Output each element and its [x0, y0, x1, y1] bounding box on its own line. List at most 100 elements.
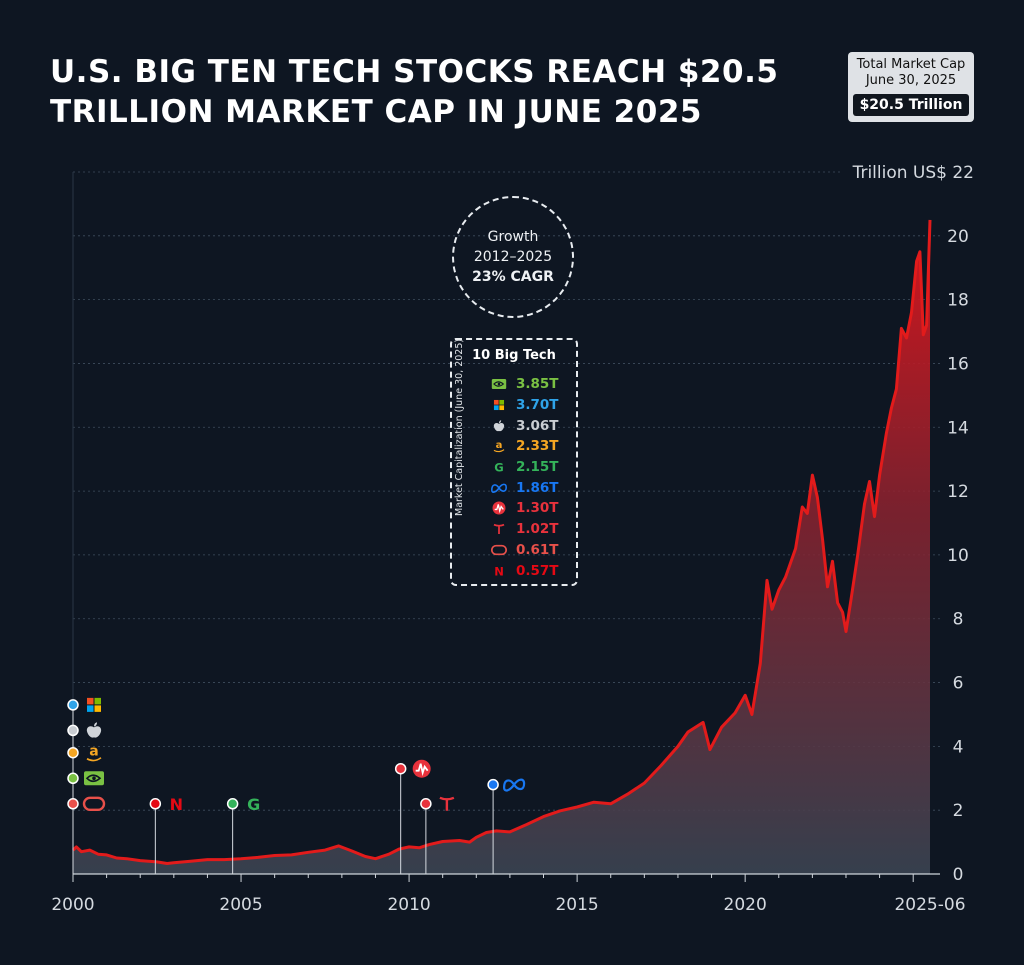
- microsoft-icon: [87, 697, 101, 712]
- legend-item-meta: 1.86T: [488, 477, 559, 498]
- google-icon: G: [494, 460, 503, 474]
- x-tick-label: 2010: [387, 895, 430, 915]
- ipo-marker-dot: [226, 798, 239, 810]
- legend-box: 10 Big Tech Market Capitalization (June …: [450, 338, 578, 586]
- y-tick-label: 10: [947, 546, 969, 566]
- nvidia-icon: [491, 379, 507, 390]
- growth-period: 2012–2025: [473, 249, 553, 265]
- ipo-marker-oracle: [67, 796, 106, 874]
- legend-item-google: G 2.15T: [488, 457, 559, 478]
- legend-value: 0.61T: [516, 541, 559, 558]
- netflix-icon: N: [170, 795, 183, 814]
- legend-value: 3.70T: [516, 397, 559, 414]
- tesla-icon: [488, 521, 510, 537]
- x-tick-label: 2025-06: [894, 895, 965, 915]
- x-tick-label: 2005: [219, 895, 262, 915]
- y-tick-label: 12: [947, 482, 969, 502]
- meta-icon: [502, 778, 526, 792]
- oracle-icon: [488, 542, 510, 558]
- title-line-1: U.S. BIG TEN TECH STOCKS REACH $20.5: [50, 54, 779, 90]
- x-tick-label: 2020: [724, 895, 767, 915]
- google-icon: G: [488, 459, 510, 475]
- total-box-value: $20.5 Trillion: [853, 94, 969, 116]
- legend-value: 1.30T: [516, 500, 559, 517]
- legend-value: 0.57T: [516, 562, 559, 579]
- netflix-icon: N: [488, 563, 510, 579]
- y-tick-label: 0: [953, 865, 964, 885]
- legend-item-oracle: 0.61T: [488, 540, 559, 561]
- legend-item-broadcom: 1.30T: [488, 498, 559, 519]
- y-tick-label: 6: [953, 674, 964, 694]
- meta-icon: [488, 480, 510, 496]
- legend-value: 1.86T: [516, 479, 559, 496]
- oracle-icon: [82, 796, 106, 811]
- page-title: U.S. BIG TEN TECH STOCKS REACH $20.5 TRI…: [50, 52, 779, 132]
- total-market-cap-box: Total Market Cap June 30, 2025 $20.5 Tri…: [848, 52, 974, 122]
- growth-cagr: 23% CAGR: [472, 269, 554, 285]
- svg-text:N: N: [494, 564, 504, 578]
- ipo-marker-nvidia: [67, 771, 104, 874]
- y-axis-label: Trillion US$ 22: [852, 163, 974, 183]
- legend-item-tesla: 1.02T: [488, 519, 559, 540]
- amazon-icon: a: [488, 438, 510, 454]
- apple-icon: [488, 418, 510, 434]
- meta-icon: [491, 483, 507, 493]
- ipo-marker-dot: [394, 762, 407, 775]
- legend-value: 2.33T: [516, 438, 559, 455]
- microsoft-icon: [493, 399, 505, 411]
- total-box-date: June 30, 2025: [865, 73, 957, 88]
- ipo-marker-dot: [67, 724, 79, 737]
- ipo-marker-dot: [67, 798, 79, 810]
- ipo-marker-dot: [67, 772, 79, 785]
- legend-title: 10 Big Tech: [472, 348, 556, 363]
- microsoft-icon: [488, 397, 510, 413]
- ipo-marker-meta: [487, 778, 526, 874]
- tesla-icon: [439, 796, 455, 811]
- google-icon: G: [247, 795, 260, 814]
- broadcom-icon: [412, 759, 431, 778]
- apple-icon: [86, 722, 102, 738]
- y-tick-label: 4: [953, 737, 964, 757]
- growth-badge: Growth 2012–2025 23% CAGR: [452, 196, 574, 318]
- legend-value: 2.15T: [516, 459, 559, 476]
- legend-item-netflix: N 0.57T: [488, 560, 559, 581]
- broadcom-icon: [488, 500, 510, 516]
- legend-value: 3.85T: [516, 376, 559, 393]
- legend-side-label: Market Capitalization (June 30, 2025): [454, 338, 465, 516]
- svg-text:a: a: [89, 744, 98, 760]
- broadcom-icon: [492, 501, 506, 515]
- svg-text:G: G: [247, 795, 260, 814]
- x-tick-label: 2015: [555, 895, 598, 915]
- legend-item-amazon: a 2.33T: [488, 436, 559, 457]
- svg-text:G: G: [494, 460, 503, 474]
- series-area: [73, 219, 930, 874]
- netflix-icon: N: [494, 564, 504, 578]
- legend-item-apple: 3.06T: [488, 415, 559, 436]
- growth-label: Growth: [487, 229, 539, 245]
- ipo-marker-dot: [67, 746, 79, 759]
- apple-icon: [493, 419, 505, 431]
- y-tick-label: 8: [953, 610, 964, 630]
- ipo-marker-google: G: [226, 795, 260, 874]
- svg-text:a: a: [496, 441, 503, 452]
- y-tick-label: 16: [947, 354, 969, 374]
- series-line: [71, 219, 932, 865]
- nvidia-icon: [488, 376, 510, 392]
- svg-text:N: N: [170, 795, 183, 814]
- legend-item-microsoft: 3.70T: [488, 395, 559, 416]
- ipo-marker-netflix: N: [149, 795, 183, 874]
- ipo-marker-tesla: [420, 796, 455, 874]
- y-tick-label: 20: [947, 227, 969, 247]
- x-tick-label: 2000: [51, 895, 94, 915]
- ipo-marker-dot: [487, 778, 499, 791]
- amazon-icon: a: [86, 744, 102, 762]
- title-line-2: TRILLION MARKET CAP IN JUNE 2025: [50, 94, 702, 130]
- tesla-icon: [493, 524, 505, 535]
- amazon-icon: a: [493, 441, 505, 453]
- legend-value: 3.06T: [516, 417, 559, 434]
- ipo-marker-dot: [67, 699, 79, 711]
- total-box-label: Total Market Cap: [856, 57, 966, 72]
- ipo-marker-dot: [149, 798, 162, 810]
- legend-item-nvidia: 3.85T: [488, 374, 559, 395]
